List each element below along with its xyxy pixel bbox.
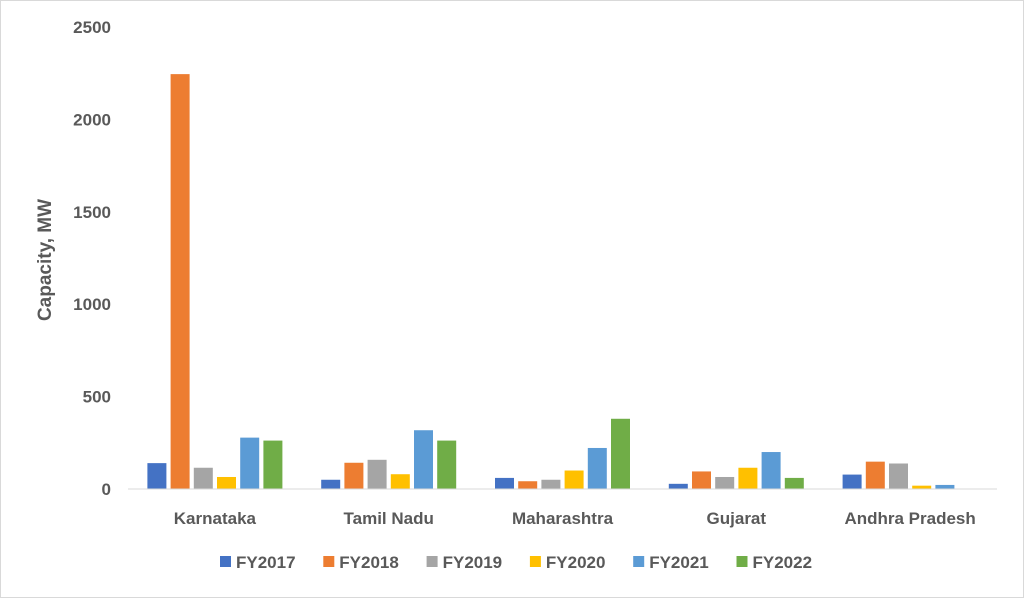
bar-fy2018-gujarat (692, 471, 711, 489)
bar-fy2020-maharashtra (564, 470, 584, 489)
legend-swatch-fy2018 (323, 556, 335, 567)
y-tick-label: 1500 (73, 203, 111, 222)
x-category-label: Karnataka (174, 509, 257, 528)
bar-fy2019-andhra-pradesh (889, 463, 908, 489)
bar-fy2020-gujarat (738, 467, 758, 489)
bar-fy2019-maharashtra (541, 479, 561, 489)
y-tick-label: 2000 (73, 110, 111, 129)
legend-label: FY2019 (443, 553, 503, 572)
bar-fy2021-gujarat (761, 452, 781, 489)
bar-fy2022-karnataka (263, 440, 283, 489)
bar-fy2020-andhra-pradesh (912, 485, 932, 489)
bar-fy2017-gujarat (668, 483, 688, 489)
legend-label: FY2021 (649, 553, 709, 572)
legend-label: FY2020 (546, 553, 606, 572)
bar-fy2019-karnataka (193, 467, 213, 489)
bar-fy2017-andhra-pradesh (842, 474, 862, 489)
legend-label: FY2022 (753, 553, 813, 572)
bar-fy2018-tamil-nadu (344, 462, 364, 489)
y-tick-label: 0 (102, 480, 111, 499)
bar-fy2017-tamil-nadu (321, 479, 341, 489)
y-tick-label: 500 (83, 388, 111, 407)
legend-swatch-fy2020 (529, 556, 541, 567)
bar-fy2018-karnataka (170, 74, 190, 490)
legend-label: FY2018 (339, 553, 399, 572)
legend: FY2017 FY2018 FY2019 FY2020 FY2021 FY2022 (220, 553, 812, 572)
bar-fy2021-karnataka (240, 437, 260, 489)
y-tick-label: 1000 (73, 295, 111, 314)
x-category-label: Maharashtra (512, 509, 614, 528)
x-category-label: Gujarat (707, 509, 767, 528)
bar-fy2020-tamil-nadu (390, 474, 410, 489)
legend-swatch-fy2022 (736, 556, 748, 567)
bar-fy2020-karnataka (217, 476, 236, 489)
bar-fy2021-tamil-nadu (414, 430, 433, 489)
bar-fy2017-karnataka (147, 463, 167, 489)
y-tick-label: 2500 (73, 18, 111, 37)
legend-swatch-fy2017 (220, 556, 231, 567)
x-category-label: Andhra Pradesh (844, 509, 975, 528)
bar-fy2022-maharashtra (611, 418, 630, 489)
bar-fy2021-maharashtra (587, 447, 607, 489)
bar-fy2017-maharashtra (495, 477, 514, 489)
bar-fy2022-gujarat (784, 477, 804, 489)
y-axis-ticks: 0 500 1000 1500 2000 2500 (73, 18, 111, 499)
bar-fy2019-gujarat (715, 476, 735, 489)
bars (147, 74, 955, 490)
bar-fy2021-andhra-pradesh (935, 484, 955, 489)
x-category-label: Tamil Nadu (344, 509, 434, 528)
x-axis-labels: Karnataka Tamil Nadu Maharashtra Gujarat And… (174, 509, 976, 528)
bar-fy2018-andhra-pradesh (865, 461, 885, 489)
bar-fy2018-maharashtra (518, 481, 538, 489)
bar-fy2019-tamil-nadu (367, 459, 387, 489)
bar-fy2022-tamil-nadu (437, 440, 457, 489)
legend-label: FY2017 (236, 553, 296, 572)
legend-swatch-fy2019 (426, 556, 438, 567)
y-axis-title: Capacity, MW (35, 199, 56, 321)
legend-swatch-fy2021 (633, 556, 645, 567)
